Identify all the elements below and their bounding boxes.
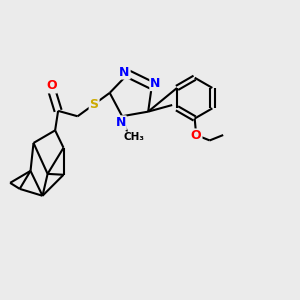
Text: N: N <box>119 65 130 79</box>
Text: N: N <box>116 116 126 129</box>
Text: CH₃: CH₃ <box>124 132 145 142</box>
Text: N: N <box>150 77 161 90</box>
Text: S: S <box>90 98 99 111</box>
Text: O: O <box>191 129 202 142</box>
Text: O: O <box>46 80 57 92</box>
